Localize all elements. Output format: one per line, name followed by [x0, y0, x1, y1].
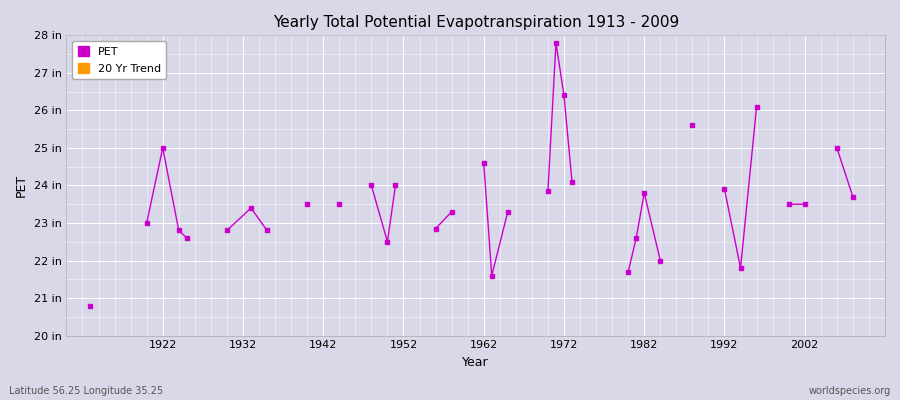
PET — [446, 209, 457, 214]
PET — [783, 202, 794, 207]
PET — [158, 146, 168, 150]
PET — [502, 209, 513, 214]
X-axis label: Year: Year — [463, 356, 489, 369]
PET — [735, 266, 746, 270]
PET — [799, 202, 810, 207]
Line: PET: PET — [89, 41, 855, 307]
PET — [623, 269, 634, 274]
PET — [559, 93, 570, 98]
PET — [141, 220, 152, 225]
PET — [687, 123, 698, 128]
PET — [262, 228, 273, 233]
PET — [174, 228, 184, 233]
PET — [543, 189, 553, 194]
PET — [567, 179, 578, 184]
PET — [221, 228, 232, 233]
Legend: PET, 20 Yr Trend: PET, 20 Yr Trend — [72, 41, 166, 79]
PET — [382, 239, 392, 244]
PET — [478, 160, 489, 165]
Y-axis label: PET: PET — [15, 174, 28, 197]
PET — [334, 202, 345, 207]
PET — [182, 236, 193, 240]
PET — [486, 273, 497, 278]
PET — [302, 202, 312, 207]
PET — [366, 183, 377, 188]
PET — [246, 206, 256, 210]
Title: Yearly Total Potential Evapotranspiration 1913 - 2009: Yearly Total Potential Evapotranspiratio… — [273, 15, 679, 30]
Text: Latitude 56.25 Longitude 35.25: Latitude 56.25 Longitude 35.25 — [9, 386, 163, 396]
PET — [631, 236, 642, 240]
PET — [551, 40, 562, 45]
PET — [832, 146, 842, 150]
PET — [752, 104, 762, 109]
PET — [719, 187, 730, 192]
PET — [86, 303, 96, 308]
PET — [639, 190, 650, 195]
PET — [430, 226, 441, 231]
Text: worldspecies.org: worldspecies.org — [809, 386, 891, 396]
PET — [848, 194, 859, 199]
PET — [390, 183, 400, 188]
PET — [655, 258, 666, 263]
